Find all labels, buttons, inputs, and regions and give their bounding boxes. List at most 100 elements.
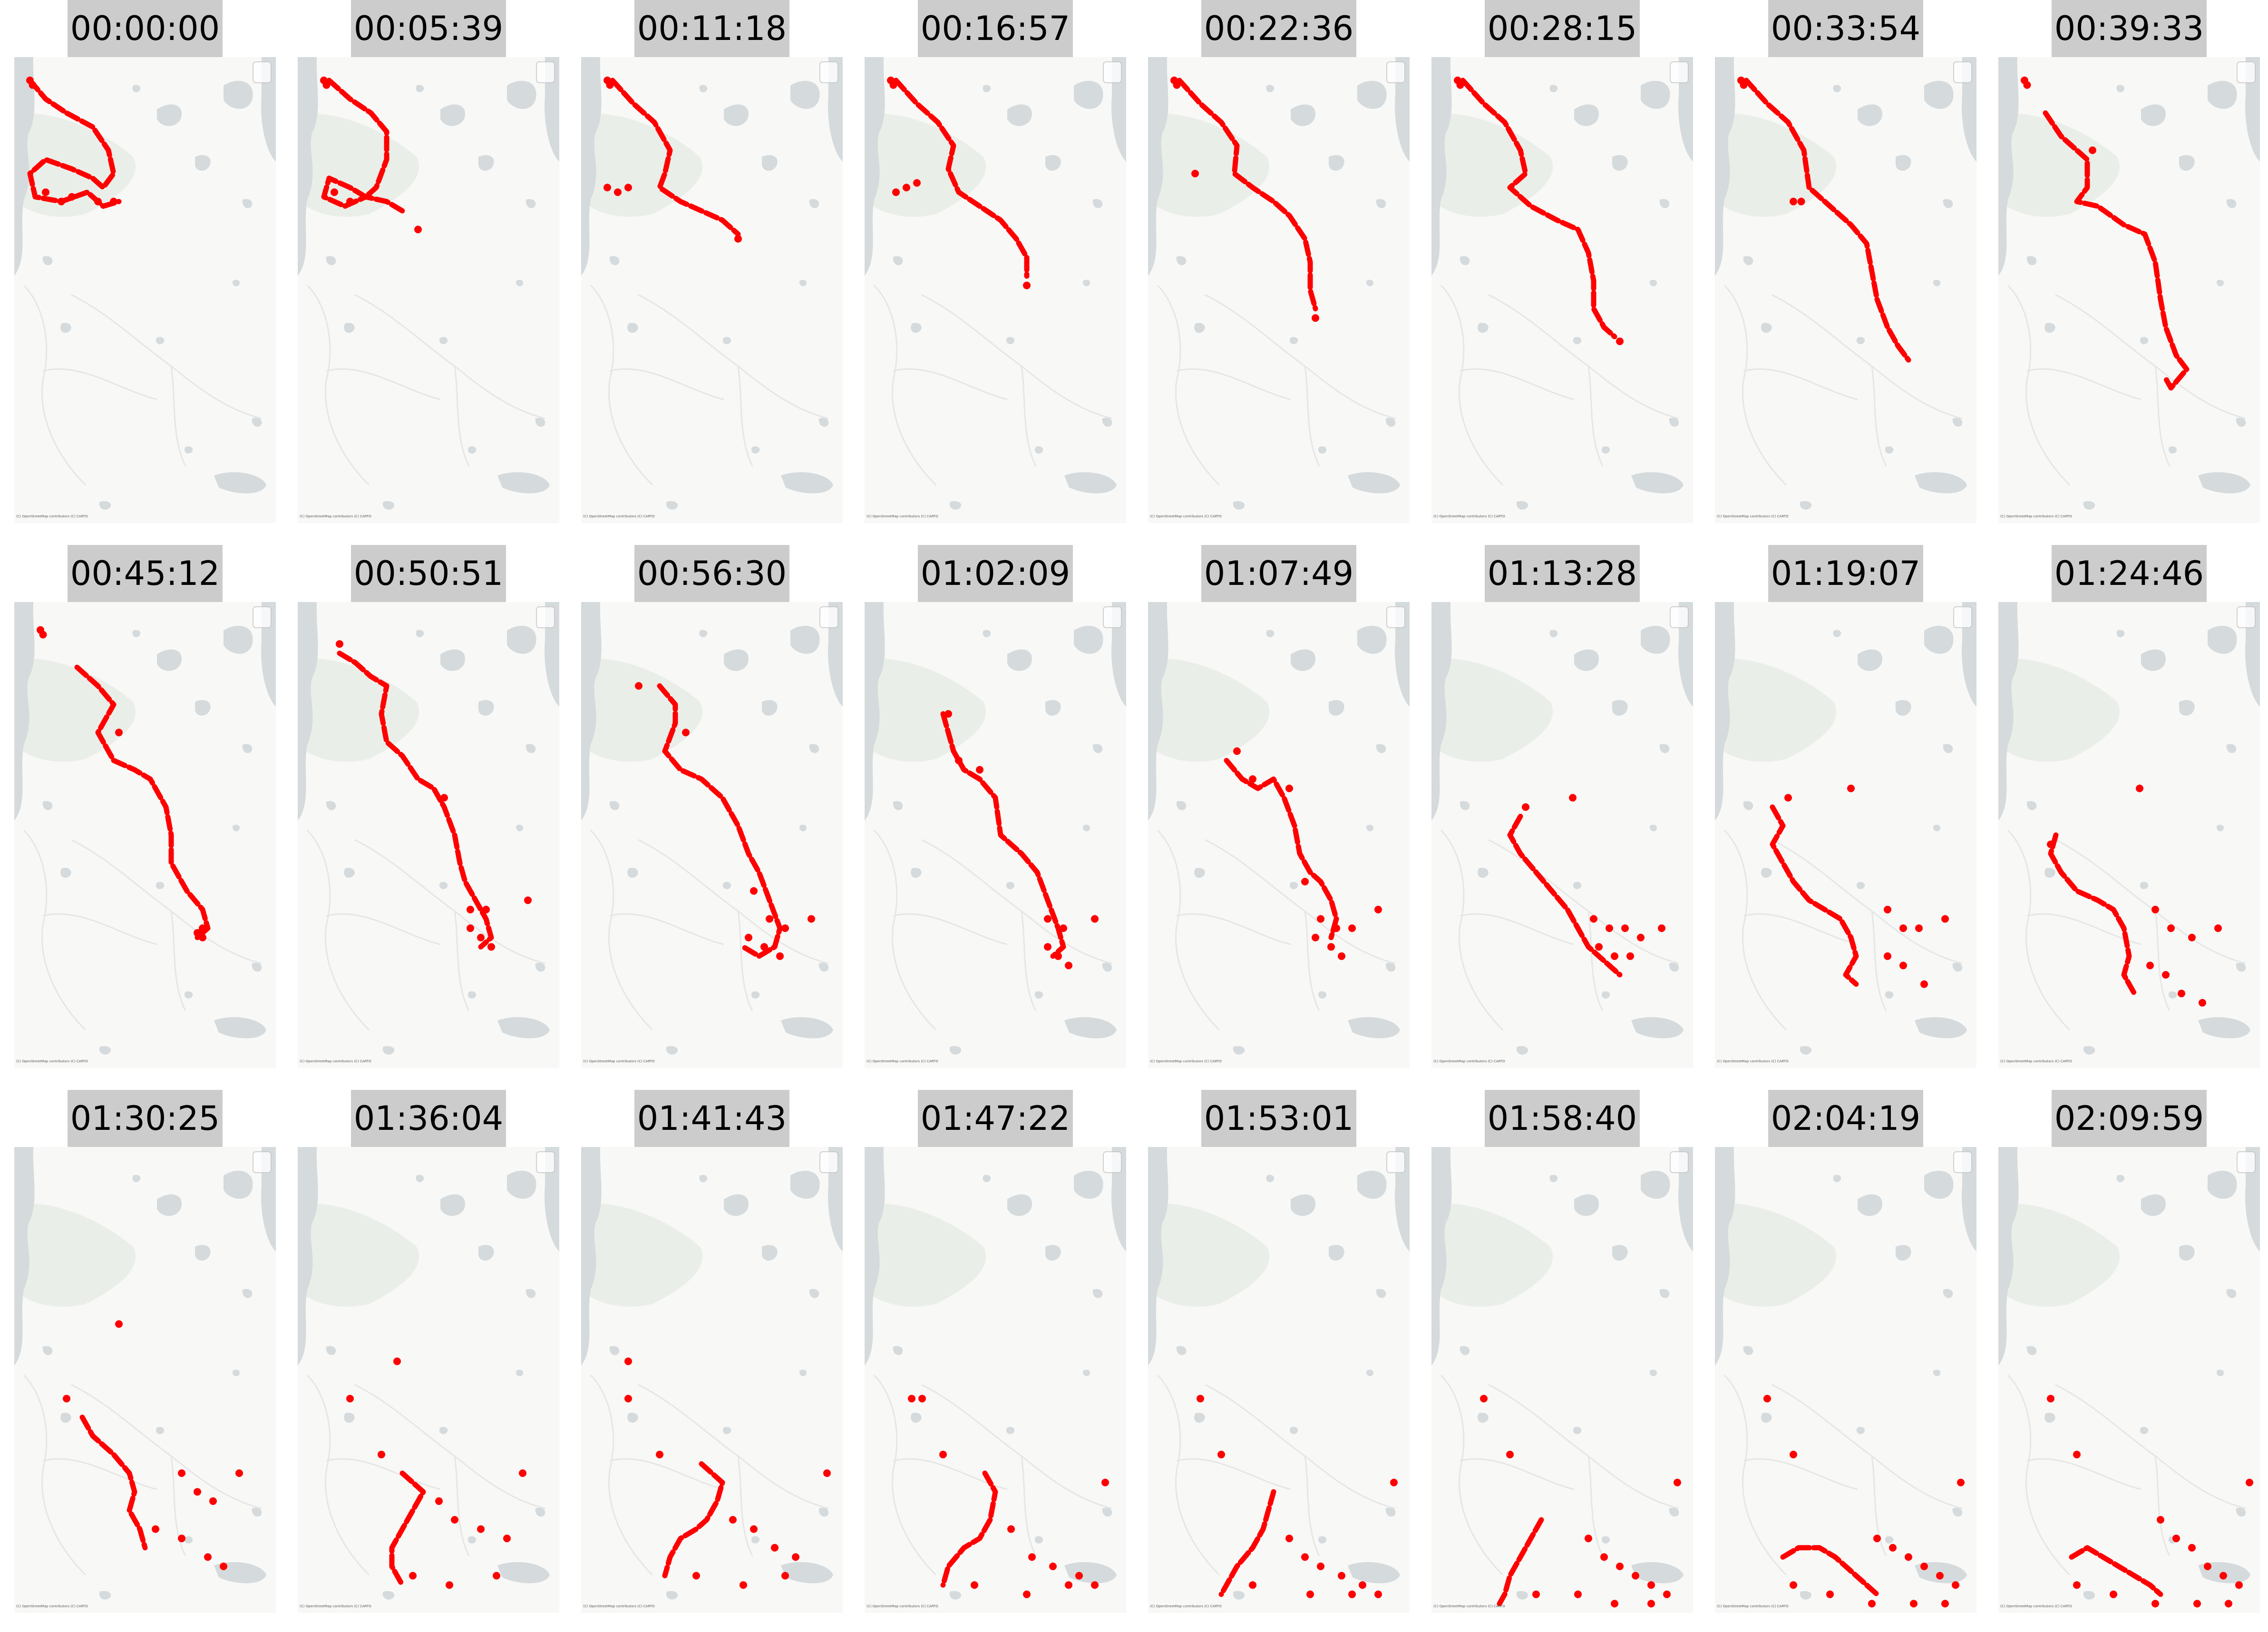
map-frame-panel: 01:07:49 (C) OpenStreetMap contributors (…	[1148, 545, 1410, 1087]
lake	[1924, 81, 1954, 109]
road-line	[893, 913, 1008, 945]
lake	[382, 501, 395, 510]
map-layers-icon	[1103, 61, 1122, 83]
gps-point	[204, 1553, 212, 1561]
map-attribution: (C) OpenStreetMap contributors (C) CARTO	[16, 515, 88, 518]
lake	[983, 85, 991, 93]
lake	[2179, 700, 2195, 716]
gps-point	[1285, 1535, 1293, 1543]
map-frame-panel: 00:16:57 (C) OpenStreetMap contributors (…	[865, 0, 1126, 542]
gps-point	[42, 188, 49, 196]
road-line	[71, 294, 262, 419]
lake	[516, 1370, 524, 1377]
frame-timestamp: 01:30:25	[68, 1090, 223, 1147]
gps-point	[346, 197, 354, 205]
gps-point	[322, 81, 331, 89]
road-line	[638, 294, 829, 419]
gps-point	[1868, 1600, 1876, 1608]
road-line	[1460, 913, 1575, 945]
map-frame-panel: 00:56:30 (C) OpenStreetMap contributors (…	[581, 545, 843, 1087]
lake	[156, 882, 165, 889]
map-attribution: (C) OpenStreetMap contributors (C) CARTO	[2000, 1059, 2072, 1063]
gps-point	[1091, 915, 1099, 923]
gps-track	[1743, 78, 1911, 363]
road-line	[454, 366, 470, 466]
gps-point	[2136, 785, 2143, 792]
lake	[1357, 81, 1387, 109]
road-line	[2026, 368, 2141, 400]
road-line	[1460, 1458, 1575, 1490]
lake	[1266, 1175, 1275, 1183]
lake	[440, 649, 465, 671]
gps-point	[1826, 1590, 1834, 1598]
lake	[326, 256, 336, 265]
lake	[2198, 1017, 2250, 1039]
gps-point	[2047, 1395, 2054, 1403]
gps-point	[194, 929, 201, 937]
gps-point	[1899, 962, 1907, 970]
park-area	[1715, 658, 1837, 762]
gps-point	[781, 924, 789, 932]
lake	[1176, 1346, 1187, 1355]
gps-point	[2193, 1600, 2201, 1608]
road-line	[921, 1384, 1112, 1509]
gps-point	[1941, 1600, 1949, 1608]
lake	[1034, 1536, 1043, 1544]
road-line	[71, 1384, 262, 1509]
lake	[416, 1175, 424, 1183]
map-attribution: (C) OpenStreetMap contributors (C) CARTO	[866, 1604, 938, 1608]
gps-point	[1674, 1478, 1681, 1486]
gps-point	[524, 896, 532, 904]
gps-point	[808, 915, 815, 923]
road-line	[1304, 366, 1320, 466]
gps-point	[2214, 924, 2222, 932]
map-attribution: (C) OpenStreetMap contributors (C) CARTO	[866, 515, 938, 518]
lake	[666, 501, 678, 510]
frame-map	[14, 1147, 276, 1613]
lake	[156, 1427, 165, 1434]
gps-track	[610, 78, 741, 237]
lake	[1034, 991, 1043, 999]
lake	[1064, 1017, 1117, 1039]
lake	[382, 1046, 395, 1055]
lake	[1006, 337, 1015, 344]
lake	[416, 630, 424, 638]
lake	[1194, 323, 1205, 333]
park-area	[1998, 658, 2120, 762]
park-area	[298, 658, 419, 762]
gps-point	[409, 1572, 417, 1580]
lake	[1366, 825, 1374, 832]
map-attribution: (C) OpenStreetMap contributors (C) CARTO	[1433, 1604, 1505, 1608]
lake	[497, 1017, 550, 1039]
road-line	[590, 1374, 653, 1576]
lake	[627, 323, 638, 333]
lake	[1376, 744, 1386, 753]
lake	[1743, 256, 1753, 265]
lake	[762, 155, 778, 171]
lake	[467, 446, 477, 454]
road-line	[1157, 829, 1220, 1031]
road-line	[326, 1458, 441, 1490]
lake	[507, 81, 536, 109]
map-layers-icon	[1103, 1151, 1122, 1173]
gps-point	[606, 81, 614, 89]
frame-map	[1148, 602, 1410, 1068]
road-line	[1021, 1456, 1037, 1556]
lake	[790, 1171, 820, 1199]
lake	[252, 962, 262, 972]
gps-track	[1460, 78, 1617, 340]
lake	[1074, 81, 1103, 109]
lake	[1092, 199, 1103, 208]
gps-point	[209, 1497, 217, 1505]
lake	[326, 1346, 336, 1355]
lake	[762, 1245, 778, 1261]
gps-point	[2188, 933, 2196, 942]
lake	[42, 1346, 53, 1355]
gps-point	[378, 1450, 385, 1458]
lake	[478, 155, 494, 171]
park-area	[1148, 658, 1270, 762]
coast-water	[1148, 1147, 1168, 1366]
lake	[1478, 868, 1489, 878]
lake	[156, 337, 165, 344]
road-line	[42, 368, 157, 400]
